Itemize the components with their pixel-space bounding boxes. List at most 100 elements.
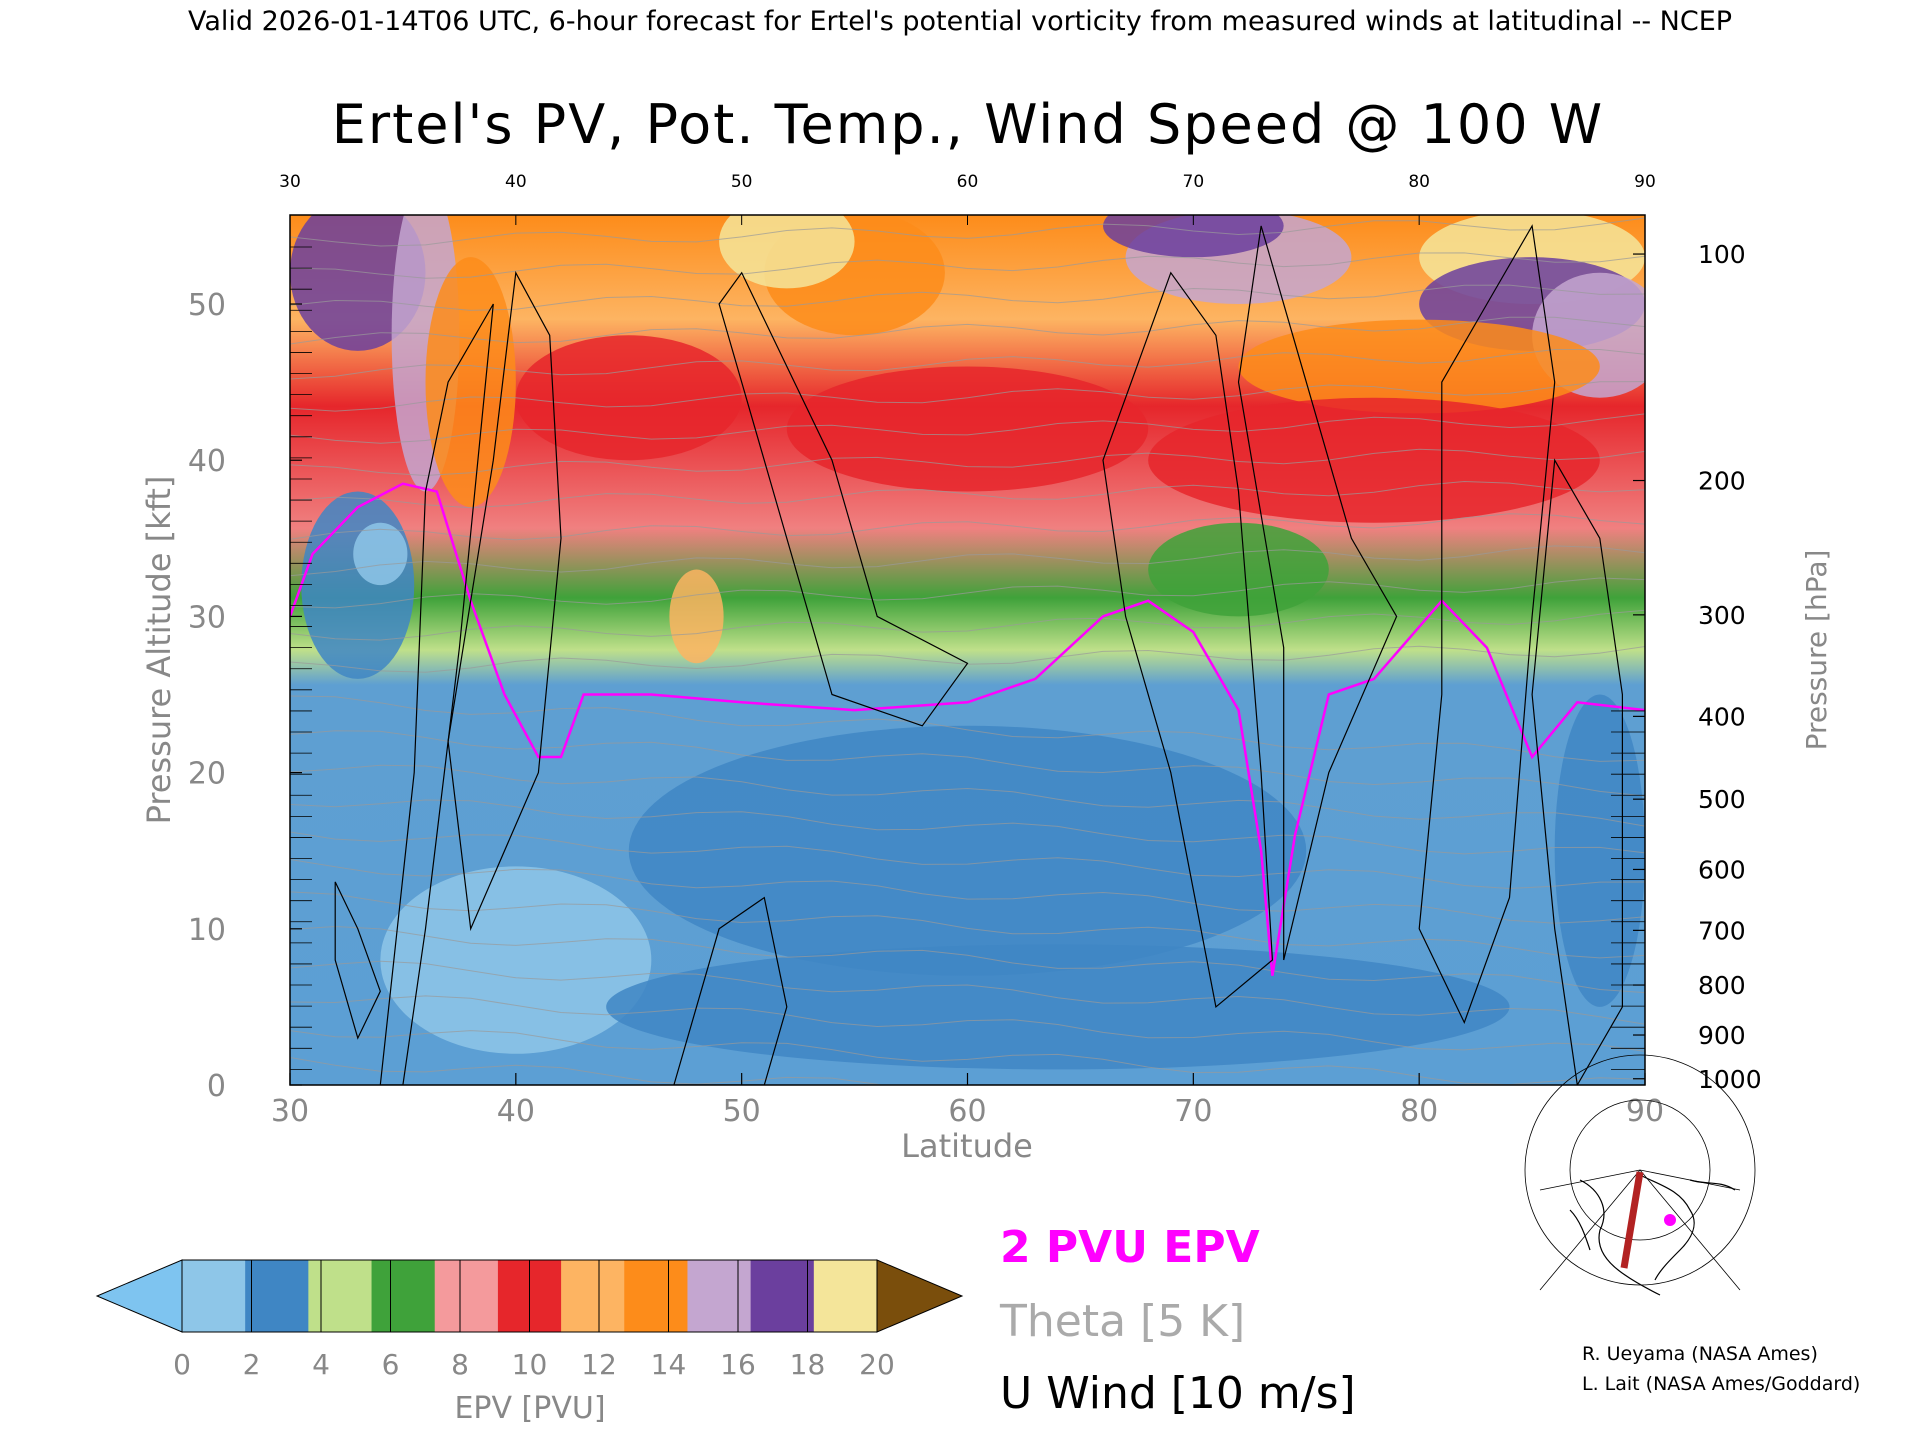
y-tick-label: 10 bbox=[188, 913, 226, 948]
y-tick-label: 0 bbox=[207, 1069, 226, 1104]
wind-contour bbox=[1237, 225, 1398, 961]
colorbar-swatch bbox=[561, 1260, 625, 1332]
pressure-tick-label: 200 bbox=[1698, 467, 1746, 496]
theta-isentrope bbox=[290, 284, 1645, 311]
pressure-minor-ticks bbox=[290, 246, 1645, 1070]
x-tick-label: 80 bbox=[1400, 1094, 1438, 1129]
map-meridian-2 bbox=[1639, 1169, 1741, 1291]
pressure-tick-label: 800 bbox=[1698, 971, 1746, 1000]
map-meridian-3 bbox=[1539, 1169, 1641, 1191]
colorbar-swatch bbox=[624, 1260, 688, 1332]
theta-isentrope bbox=[290, 995, 1645, 1052]
colorbar-tick-label: 12 bbox=[581, 1348, 617, 1381]
pv-blob bbox=[606, 944, 1510, 1070]
colorbar: 0 2 4 6 8 10 12 14 16 18 20 bbox=[95, 1259, 964, 1381]
pv-blob bbox=[1148, 397, 1600, 523]
colorbar-label: EPV [PVU] bbox=[454, 1391, 605, 1426]
theta-isentrope bbox=[290, 799, 1645, 855]
wind-contour bbox=[447, 270, 562, 932]
legend-theta-label: Theta [5 K] bbox=[999, 1296, 1245, 1347]
wind-contour bbox=[1531, 458, 1623, 1085]
theta-isentrope bbox=[290, 577, 1645, 609]
x-tick-label: 90 bbox=[1626, 1094, 1664, 1129]
colorbar-tick-label: 6 bbox=[382, 1348, 400, 1381]
pv-blob bbox=[1103, 215, 1284, 258]
pv-blob bbox=[353, 522, 408, 586]
legend-wind-label: U Wind [10 m/s] bbox=[1000, 1368, 1356, 1419]
theta-isentrope bbox=[290, 545, 1645, 577]
pv-blob bbox=[1148, 522, 1329, 617]
theta-isentrope bbox=[290, 480, 1645, 509]
pv-blob bbox=[301, 491, 415, 679]
theta-isentrope bbox=[290, 695, 1645, 762]
map-location-marker bbox=[1664, 1214, 1676, 1226]
pv-blob bbox=[786, 366, 1149, 492]
theta-isentrope bbox=[290, 349, 1645, 380]
wind-contour bbox=[379, 303, 494, 1085]
header-text: Valid 2026-01-14T06 UTC, 6-hour forecast… bbox=[188, 6, 1732, 37]
pressure-tick-label: 400 bbox=[1698, 702, 1746, 731]
theta-isentrope bbox=[290, 925, 1645, 994]
y-axis-label-left: Pressure Altitude [kft] bbox=[140, 476, 178, 825]
x-top-tick-label: 90 bbox=[1634, 172, 1656, 192]
colorbar-tick-label: 0 bbox=[173, 1348, 191, 1381]
y-axis-label-right: Pressure [hPa] bbox=[1800, 550, 1833, 751]
colorbar-swatch bbox=[182, 1260, 246, 1332]
x-axis-label: Latitude bbox=[901, 1127, 1033, 1165]
theta-isentrope bbox=[290, 513, 1645, 541]
wind-contours bbox=[334, 224, 1623, 1085]
pressure-tick-label: 300 bbox=[1698, 601, 1746, 630]
map-section-line bbox=[1620, 1171, 1644, 1269]
pressure-tick-label: 500 bbox=[1698, 785, 1746, 814]
x-tick-label: 50 bbox=[723, 1094, 761, 1129]
theta-isentrope bbox=[290, 891, 1645, 959]
x-top-tick-label: 60 bbox=[957, 172, 979, 192]
y-tick-label: 20 bbox=[188, 757, 226, 792]
colorbar-tick-label: 20 bbox=[859, 1348, 895, 1381]
colorbar-tick-label: 16 bbox=[720, 1348, 756, 1381]
colorbar-tick-label: 18 bbox=[790, 1348, 826, 1381]
pv-blob bbox=[290, 215, 426, 351]
theta-isentrope bbox=[290, 252, 1645, 279]
colorbar-under-arrow bbox=[95, 1259, 183, 1333]
map-latitude-circle-inner bbox=[1569, 1099, 1711, 1241]
colorbar-swatch bbox=[687, 1260, 752, 1332]
credit-line-2: L. Lait (NASA Ames/Goddard) bbox=[1582, 1373, 1860, 1395]
wind-contour bbox=[718, 271, 969, 727]
x-tick-label: 30 bbox=[271, 1094, 309, 1129]
x-top-tick-label: 80 bbox=[1408, 172, 1430, 192]
colorbar-swatch bbox=[371, 1260, 436, 1332]
theta-isentrope bbox=[290, 609, 1645, 641]
locator-map bbox=[1524, 1054, 1756, 1305]
x-tick-label: 60 bbox=[948, 1094, 986, 1129]
colorbar-tick-label: 2 bbox=[243, 1348, 261, 1381]
colorbar-tick-label: 10 bbox=[512, 1348, 548, 1381]
legend-pv-label: 2 PVU EPV bbox=[1000, 1222, 1260, 1273]
theta-isentrope bbox=[290, 730, 1645, 797]
colorbar-swatch bbox=[308, 1260, 373, 1332]
wind-contour bbox=[673, 896, 788, 1085]
plot-area bbox=[290, 215, 1645, 1085]
theta-isentrope bbox=[290, 381, 1645, 412]
x-top-tick-label: 40 bbox=[505, 172, 527, 192]
theta-isentrope bbox=[290, 764, 1645, 827]
pv-blob bbox=[1554, 694, 1645, 1007]
pv-blob bbox=[719, 215, 855, 289]
colorbar-swatch bbox=[813, 1260, 878, 1332]
pv-blob bbox=[380, 866, 652, 1054]
x-tick-label: 40 bbox=[497, 1094, 535, 1129]
colorbar-swatch bbox=[434, 1260, 499, 1332]
x-tick-label: 70 bbox=[1174, 1094, 1212, 1129]
theta-isentrope bbox=[290, 960, 1645, 1025]
tropopause-2pvu-line bbox=[290, 482, 1645, 976]
wind-contour bbox=[1418, 224, 1556, 1025]
x-top-tick-label: 50 bbox=[731, 172, 753, 192]
colorbar-swatch bbox=[245, 1260, 309, 1332]
theta-isentrope bbox=[290, 413, 1645, 444]
colorbar-tick-label: 14 bbox=[651, 1348, 687, 1381]
pressure-tick-label: 700 bbox=[1698, 916, 1746, 945]
pressure-tick-label: 600 bbox=[1698, 855, 1746, 884]
map-coastline bbox=[1569, 1174, 1736, 1296]
pv-blob bbox=[628, 725, 1307, 976]
